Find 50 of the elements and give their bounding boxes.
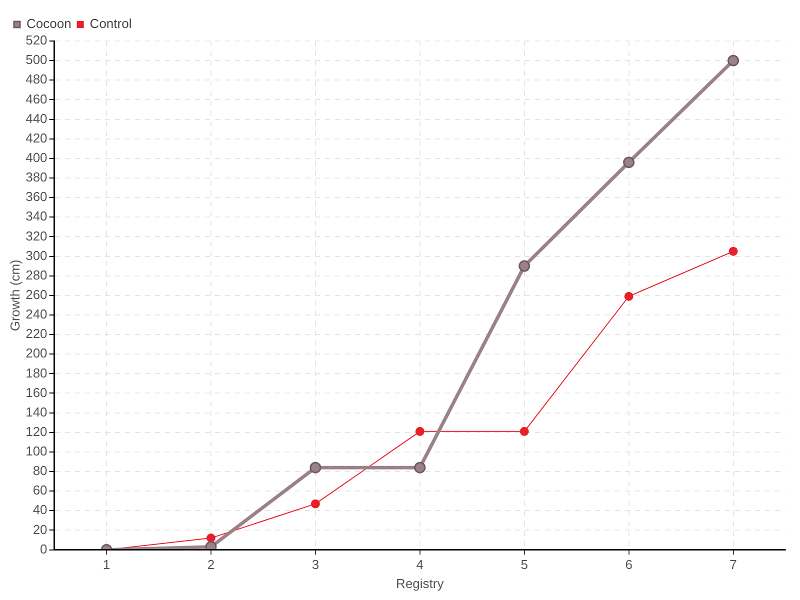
y-tick-label: 240 [26,306,48,322]
x-tick-label: 7 [730,557,737,572]
y-axis-title: Growth (cm) [7,260,22,332]
y-tick-label: 440 [26,110,48,126]
point [728,54,740,66]
x-axis-title: Registry [396,576,444,591]
y-tick-label: 260 [26,286,48,302]
y-tick-label: 20 [32,522,48,537]
y-tick-label: 160 [26,384,48,400]
legend-label: Cocoon [26,16,72,32]
point [205,541,217,550]
point [624,292,634,301]
point [310,462,322,474]
point [415,426,424,436]
y-tick-label: 80 [32,463,48,478]
x-tick-label: 3 [312,557,320,572]
x-tick-label: 4 [416,557,424,572]
x-tick-label: 1 [102,557,110,572]
point [206,534,216,543]
y-tick-label: 120 [26,424,48,439]
y-tick-label: 520 [26,32,48,48]
point [623,156,635,168]
x-tick-label: 2 [207,557,215,572]
y-tick-label: 320 [26,228,48,244]
y-tick-label: 340 [26,208,48,224]
y-tick-label: 180 [26,365,48,380]
y-tick-label: 500 [26,52,48,68]
y-tick-label: 200 [26,346,48,361]
y-tick-label: 0 [40,541,48,556]
legend-label: Control [90,16,132,32]
point [728,246,738,256]
y-tick-label: 360 [26,189,48,204]
y-tick-label: 380 [26,170,48,185]
y-tick-label: 420 [26,130,48,146]
x-tick-label: 5 [520,557,528,572]
y-tick-label: 220 [26,326,48,342]
y-tick-label: 300 [26,248,48,263]
y-tick-label: 280 [26,267,48,282]
y-tick-label: 140 [26,404,48,420]
point [518,260,530,272]
y-tick-label: 60 [32,482,48,498]
point [310,499,320,508]
y-tick-label: 400 [26,150,48,165]
point [414,462,426,474]
point [520,426,529,436]
y-tick-label: 40 [32,502,48,518]
y-tick-label: 100 [26,444,48,459]
y-tick-label: 460 [26,91,48,106]
x-tick-label: 6 [625,557,632,572]
y-tick-label: 480 [26,72,48,87]
